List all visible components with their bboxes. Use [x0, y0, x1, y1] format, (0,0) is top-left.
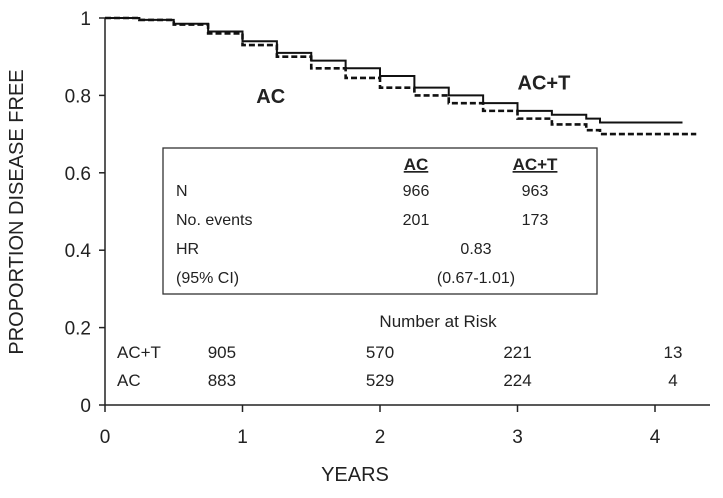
- risk-value: 905: [208, 343, 236, 362]
- stats-col-act-header: AC+T: [513, 155, 558, 174]
- stats-row-events-act: 173: [522, 212, 549, 229]
- stats-row-hr-value: 0.83: [460, 241, 491, 258]
- stats-row-events-ac: 201: [403, 212, 430, 229]
- series-label-ac: AC: [256, 86, 285, 108]
- x-ticks: 0 1 2 3 4: [100, 405, 661, 448]
- risk-value: 224: [503, 371, 531, 390]
- risk-value: 883: [208, 371, 236, 390]
- y-tick-label: 0.6: [65, 164, 91, 185]
- risk-value: 4: [668, 371, 677, 390]
- y-tick-label: 0: [80, 396, 91, 417]
- risk-table: AC+T 905 570 221 13 AC 883 529 224 4: [117, 343, 682, 390]
- risk-row-label: AC+T: [117, 343, 161, 362]
- y-tick-label: 0.4: [65, 241, 92, 262]
- series-labels: AC+T AC: [256, 73, 570, 109]
- x-tick-label: 4: [650, 427, 661, 448]
- stats-col-ac-header: AC: [404, 155, 429, 174]
- risk-value: 570: [366, 343, 394, 362]
- y-tick-label: 1: [80, 9, 91, 30]
- y-axis-title: PROPORTION DISEASE FREE: [6, 69, 28, 354]
- series-line-ac: [105, 16, 697, 136]
- stats-row-ci-value: (0.67-1.01): [437, 270, 515, 287]
- series-line-ac-t: [105, 17, 683, 124]
- y-tick-label: 0.8: [65, 86, 91, 107]
- stats-row-n-act: 963: [522, 183, 549, 200]
- survival-curves: [105, 16, 697, 136]
- x-tick-label: 2: [375, 427, 386, 448]
- risk-value: 221: [503, 343, 531, 362]
- stats-row-n-ac: 966: [403, 183, 430, 200]
- x-tick-label: 3: [512, 427, 523, 448]
- risk-row-label: AC: [117, 371, 141, 390]
- stats-row-n-label: N: [176, 183, 188, 200]
- x-tick-label: 1: [237, 427, 248, 448]
- y-tick-label: 0.2: [65, 319, 91, 340]
- x-axis-title: YEARS: [321, 464, 389, 486]
- stats-box: [162, 147, 598, 295]
- plot-area: 0 0.2 0.4 0.6 0.8 1 0 1 2 3 4 AC+T AC AC AC+T N 96…: [65, 9, 710, 448]
- x-tick-label: 0: [100, 427, 111, 448]
- y-ticks: 0 0.2 0.4 0.6 0.8 1: [65, 9, 105, 417]
- risk-value: 529: [366, 371, 394, 390]
- risk-table-title: Number at Risk: [379, 312, 497, 331]
- risk-value: 13: [664, 343, 683, 362]
- stats-row-events-label: No. events: [176, 212, 252, 229]
- stats-row-ci-label: (95% CI): [176, 270, 239, 287]
- series-label-ac-t: AC+T: [518, 73, 571, 95]
- stats-row-hr-label: HR: [176, 241, 199, 258]
